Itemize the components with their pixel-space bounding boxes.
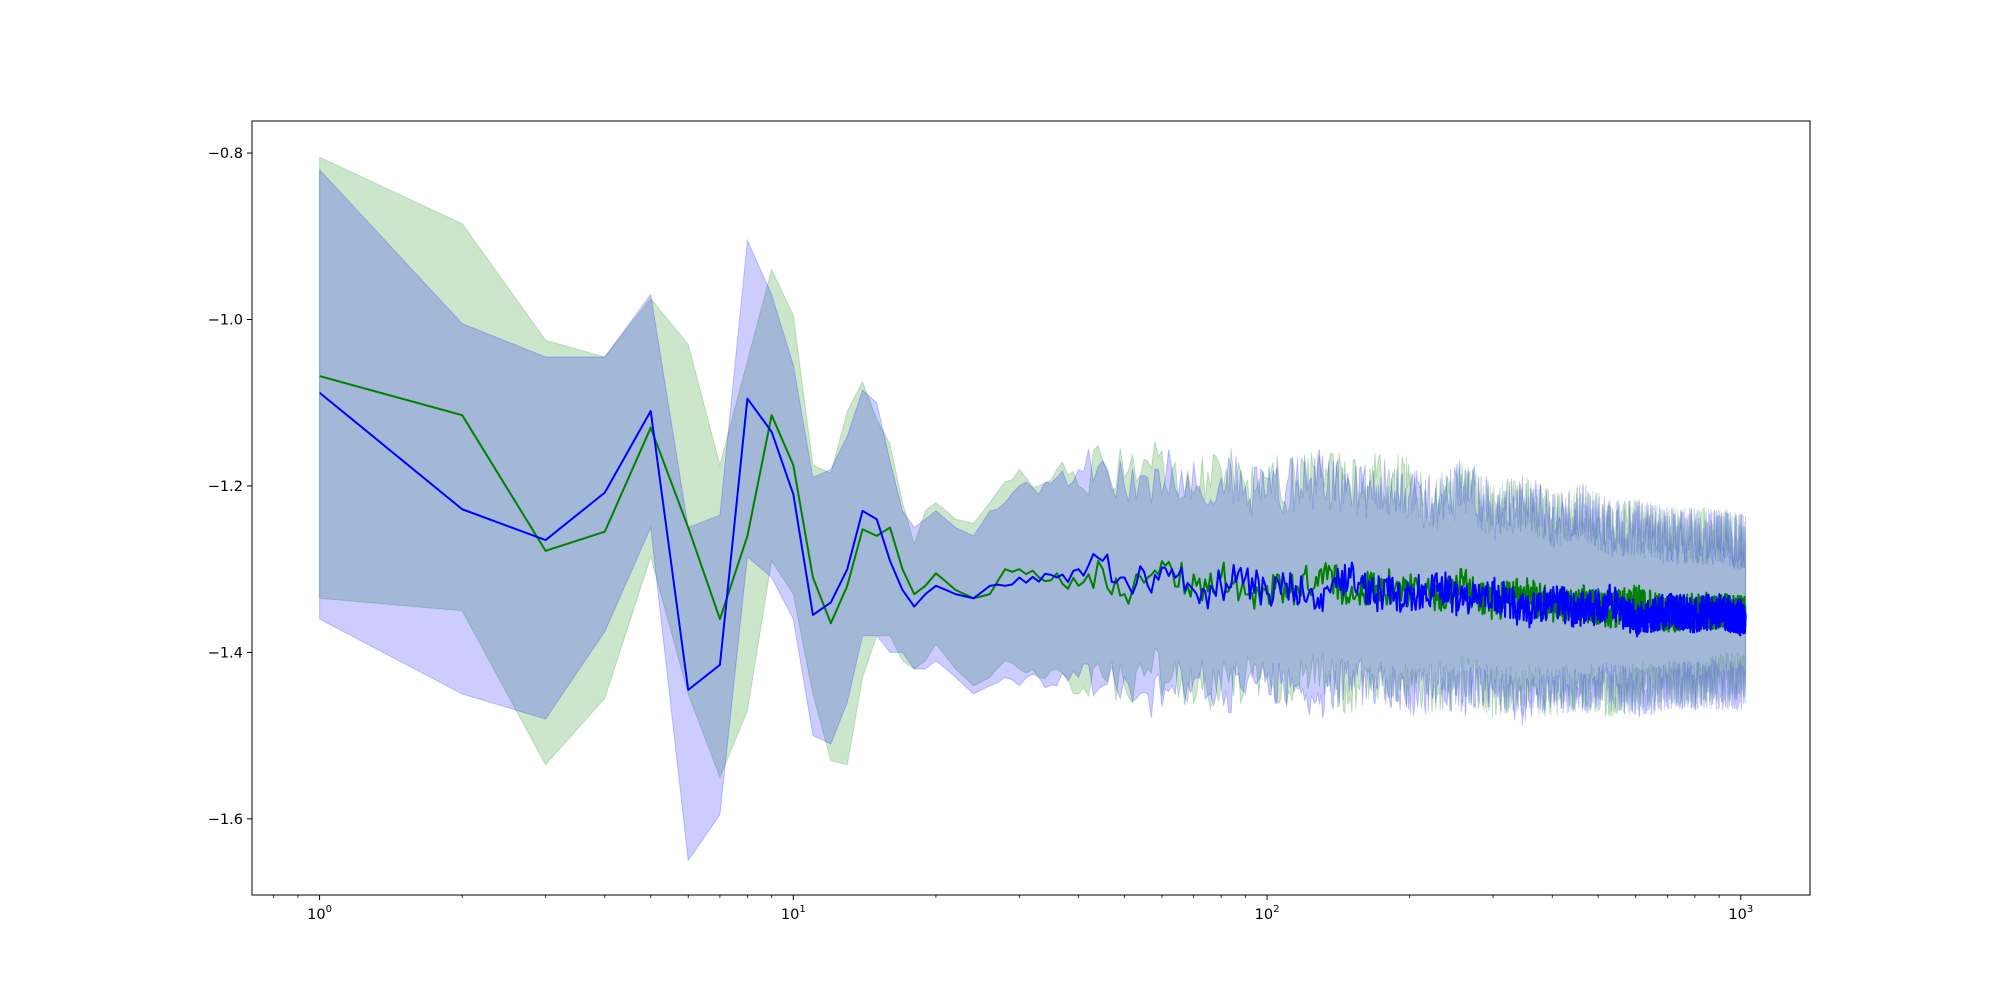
x-tick-label-base: 10 bbox=[1255, 907, 1273, 923]
y-tick-label: −1.6 bbox=[208, 812, 243, 828]
y-tick-label: −1.4 bbox=[208, 645, 243, 661]
y-tick-label: −0.8 bbox=[208, 146, 243, 162]
y-axis: −0.8 −1.0 −1.2 −1.4 −1.6 bbox=[208, 146, 252, 828]
series-2-line bbox=[318, 391, 1747, 691]
x-tick-label-base: 10 bbox=[1728, 907, 1746, 923]
plot-frame bbox=[251, 120, 1811, 896]
y-tick-label: −1.0 bbox=[208, 312, 243, 328]
y-tick-label: −1.2 bbox=[208, 479, 243, 495]
series-lines bbox=[318, 375, 1747, 691]
confidence-bands bbox=[319, 156, 1747, 862]
x-tick-label: 103 bbox=[1728, 904, 1753, 923]
series-2-band bbox=[319, 168, 1747, 862]
x-tick-label: 101 bbox=[781, 904, 806, 923]
x-tick-label-base: 10 bbox=[781, 907, 799, 923]
x-tick-label-exponent: 0 bbox=[326, 904, 332, 915]
x-axis: 100 101 102 103 bbox=[273, 895, 1753, 923]
series-1-band bbox=[319, 156, 1747, 779]
x-tick-label-base: 10 bbox=[307, 907, 325, 923]
x-tick-label-exponent: 2 bbox=[1273, 904, 1279, 915]
x-tick-label: 100 bbox=[307, 904, 332, 923]
x-tick-label: 102 bbox=[1255, 904, 1280, 923]
x-tick-label-exponent: 1 bbox=[799, 904, 805, 915]
x-tick-label-exponent: 3 bbox=[1747, 904, 1753, 915]
